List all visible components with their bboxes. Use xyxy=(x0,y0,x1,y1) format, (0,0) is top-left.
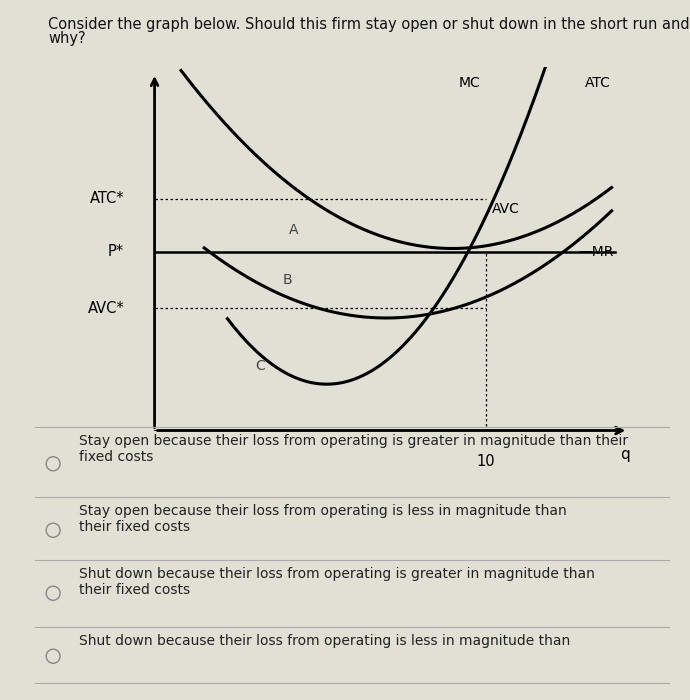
Text: —MR: —MR xyxy=(578,245,614,259)
Text: why?: why? xyxy=(48,31,86,46)
Text: ATC: ATC xyxy=(585,76,611,90)
Text: Stay open because their loss from operating is less in magnitude than
their fixe: Stay open because their loss from operat… xyxy=(79,504,567,534)
Text: AVC*: AVC* xyxy=(88,300,124,316)
Text: B: B xyxy=(282,273,292,287)
Text: 10: 10 xyxy=(477,454,495,469)
Text: Stay open because their loss from operating is greater in magnitude than their
f: Stay open because their loss from operat… xyxy=(79,434,629,464)
Text: Shut down because their loss from operating is greater in magnitude than
their f: Shut down because their loss from operat… xyxy=(79,567,595,597)
Text: Shut down because their loss from operating is less in magnitude than: Shut down because their loss from operat… xyxy=(79,634,571,648)
Text: C: C xyxy=(256,359,266,373)
Text: P*: P* xyxy=(108,244,124,259)
Text: q: q xyxy=(620,447,630,462)
Text: ATC*: ATC* xyxy=(90,191,124,206)
Text: AVC: AVC xyxy=(493,202,520,216)
Text: A: A xyxy=(289,223,298,237)
Text: Consider the graph below. Should this firm stay open or shut down in the short r: Consider the graph below. Should this fi… xyxy=(48,18,690,32)
Text: MC: MC xyxy=(458,76,480,90)
